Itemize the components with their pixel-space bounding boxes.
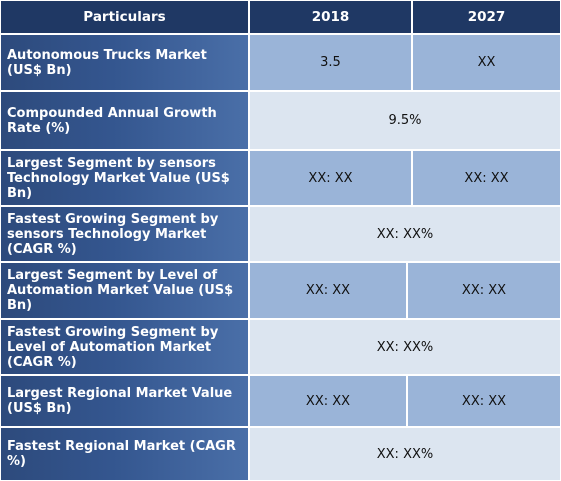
- row-label-largest-segment-level-of-automation: Largest Segment by Level of Automation M…: [1, 263, 248, 318]
- row-label-cagr: Compounded Annual Growth Rate (%): [1, 92, 248, 149]
- row-label-autonomous-trucks-market: Autonomous Trucks Market (US$ Bn): [1, 35, 248, 90]
- row-label-largest-segment-sensors-technology: Largest Segment by sensors Technology Ma…: [1, 151, 248, 205]
- value-cagr: 9.5%: [250, 92, 560, 149]
- value-fastest-segment-level-of-automation: XX: XX%: [250, 320, 560, 374]
- header-2018: 2018: [250, 1, 411, 33]
- value-2018-largest-segment-level-of-automation: XX: XX: [250, 263, 406, 318]
- row-label-largest-regional-market: Largest Regional Market Value (US$ Bn): [1, 376, 248, 426]
- row-label-fastest-regional-market: Fastest Regional Market (CAGR %): [1, 428, 248, 480]
- row-label-fastest-segment-sensors-technology: Fastest Growing Segment by sensors Techn…: [1, 207, 248, 261]
- value-2027-autonomous-trucks-market: XX: [413, 35, 560, 90]
- header-particulars: Particulars: [1, 1, 248, 33]
- value-2018-largest-regional-market: XX: XX: [250, 376, 406, 426]
- value-fastest-regional-market: XX: XX%: [250, 428, 560, 480]
- value-2027-largest-segment-sensors-technology: XX: XX: [413, 151, 560, 205]
- header-2027: 2027: [413, 1, 560, 33]
- value-2027-largest-regional-market: XX: XX: [408, 376, 560, 426]
- value-2018-autonomous-trucks-market: 3.5: [250, 35, 411, 90]
- value-2027-largest-segment-level-of-automation: XX: XX: [408, 263, 560, 318]
- value-2018-largest-segment-sensors-technology: XX: XX: [250, 151, 411, 205]
- value-fastest-segment-sensors-technology: XX: XX%: [250, 207, 560, 261]
- row-label-fastest-segment-level-of-automation: Fastest Growing Segment by Level of Auto…: [1, 320, 248, 374]
